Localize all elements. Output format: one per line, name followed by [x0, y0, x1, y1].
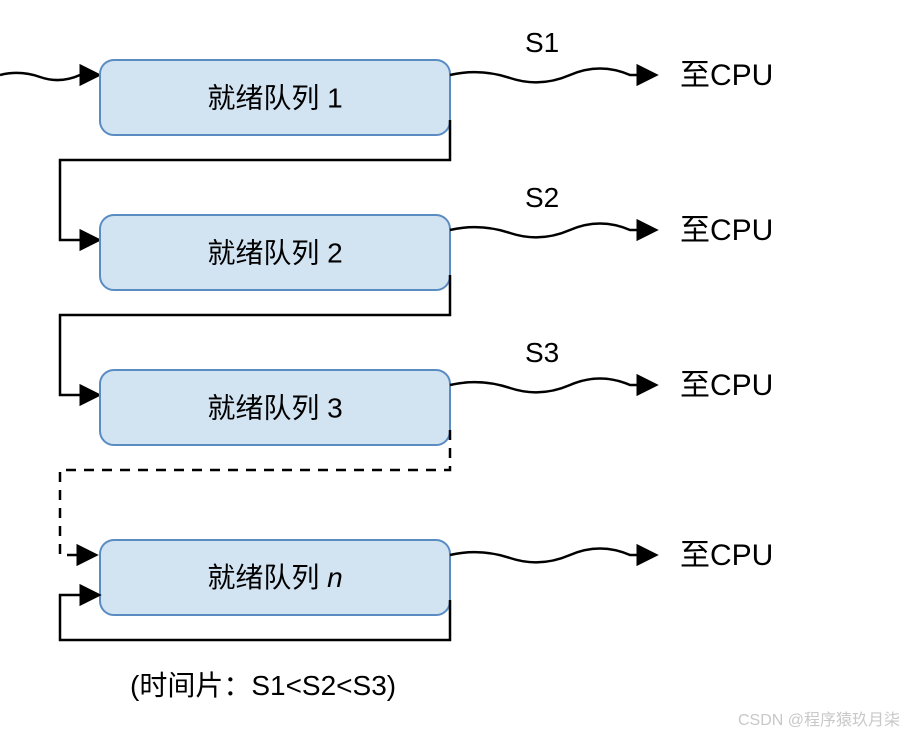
s2-label: S2 — [525, 182, 559, 213]
cpu-label-3: 至CPU — [680, 369, 773, 402]
queue-1: 就绪队列 1 — [100, 60, 450, 135]
watermark: CSDN @程序猿玖月柒 — [738, 711, 900, 729]
arrow-q1-cpu — [450, 69, 655, 83]
conn-q3-qn-dash — [60, 430, 450, 555]
queue-n-prefix: 就绪队列 — [207, 562, 327, 593]
queue-label-n: 就绪队列 n — [207, 562, 342, 593]
queue-2: 就绪队列 2 — [100, 215, 450, 290]
arrow-qn-cpu — [450, 549, 655, 563]
cpu-label-n: 至CPU — [680, 539, 773, 572]
scheduler-diagram: 就绪队列 1 S1 至CPU 就绪队列 2 S2 至CPU 就绪队列 3 S3 … — [0, 0, 908, 732]
input-arrow — [0, 73, 98, 80]
queue-label-3: 就绪队列 3 — [207, 392, 342, 423]
queue-n: 就绪队列 n — [100, 540, 450, 615]
cpu-label-2: 至CPU — [680, 214, 773, 247]
arrow-q2-cpu — [450, 224, 655, 238]
queue-label-1: 就绪队列 1 — [207, 82, 342, 113]
queue-label-2: 就绪队列 2 — [207, 237, 342, 268]
queue-n-var: n — [327, 562, 343, 593]
queue-3: 就绪队列 3 — [100, 370, 450, 445]
cpu-label-1: 至CPU — [680, 59, 773, 92]
s3-label: S3 — [525, 337, 559, 368]
s1-label: S1 — [525, 27, 559, 58]
arrow-q3-cpu — [450, 379, 655, 393]
caption: (时间片：S1<S2<S3) — [130, 670, 396, 701]
